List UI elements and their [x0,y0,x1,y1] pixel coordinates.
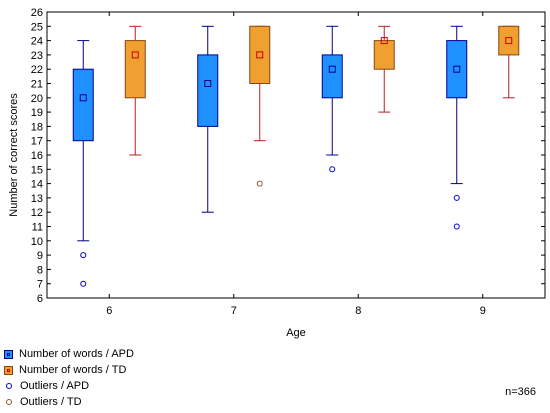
legend-label: Outliers / APD [20,380,90,392]
apd-outlier-marker-icon [6,383,12,389]
median-marker [453,65,461,73]
iqr-box [373,40,395,70]
y-tick-label: 19 [31,107,43,119]
y-tick-label: 16 [31,150,43,162]
outlier-point [80,252,87,259]
median-marker [328,65,336,73]
iqr-box [72,68,94,142]
median-marker [204,80,212,87]
y-tick-label: 20 [31,93,43,105]
iqr-box [124,40,146,99]
x-axis-ticks: 6 7 8 9 [106,12,486,317]
x-tick-label: 8 [355,305,361,317]
y-tick-label: 11 [32,222,43,234]
box-series [72,25,520,287]
y-tick-label: 13 [31,193,43,205]
y-tick-label: 7 [37,279,43,291]
y-tick-label: 24 [31,36,43,48]
legend-label: Outliers / TD [20,396,82,408]
y-tick-label: 14 [31,179,43,191]
y-tick-label: 8 [37,264,43,276]
median-marker [79,94,87,102]
y-tick-label: 23 [31,50,43,62]
outlier-point [80,280,87,287]
iqr-box [498,25,520,56]
sample-size-note: n=366 [505,386,536,398]
outlier-point [256,180,263,187]
legend-label: Number of words / TD [19,364,127,376]
legend-item-td-box: Number of words / TD [4,362,134,378]
legend-item-td-outlier: Outliers / TD [4,394,134,410]
y-tick-label: 21 [31,79,43,91]
y-tick-label: 25 [31,21,43,33]
y-tick-label: 17 [31,136,43,148]
outlier-point [453,194,460,201]
legend-label: Number of words / APD [19,348,134,360]
iqr-box [446,40,468,99]
median-marker [131,51,139,59]
td-box-swatch-icon [4,365,13,375]
outlier-point [329,166,336,173]
median-marker [256,51,264,59]
y-tick-label: 15 [31,164,43,176]
iqr-box [321,54,343,99]
legend-item-apd-outlier: Outliers / APD [4,378,134,394]
y-tick-label: 6 [37,293,43,305]
y-tick-label: 26 [31,7,43,19]
y-tick-label: 22 [31,64,43,76]
x-axis-title: Age [286,327,306,339]
apd-box-swatch-icon [4,349,13,359]
y-tick-label: 10 [31,236,43,248]
legend: Number of words / APD Number of words / … [4,346,134,410]
td-outlier-marker-icon [6,399,12,405]
iqr-box [249,25,271,84]
plot-frame [46,11,546,299]
y-tick-label: 9 [37,250,43,262]
y-tick-label: 18 [31,121,43,133]
median-marker [380,37,388,45]
median-marker [505,37,513,45]
y-axis-ticks: 6 7 8 9 10 11 12 13 14 15 16 17 18 19 20 21 22 23 24 25 26 [31,7,545,305]
x-tick-label: 9 [480,305,486,317]
y-tick-label: 12 [31,207,43,219]
outlier-point [453,223,460,230]
y-axis-title: Number of correct scores [8,93,20,217]
iqr-box [197,54,219,127]
x-tick-label: 6 [106,305,112,317]
x-tick-label: 7 [231,305,237,317]
legend-item-apd-box: Number of words / APD [4,346,134,362]
